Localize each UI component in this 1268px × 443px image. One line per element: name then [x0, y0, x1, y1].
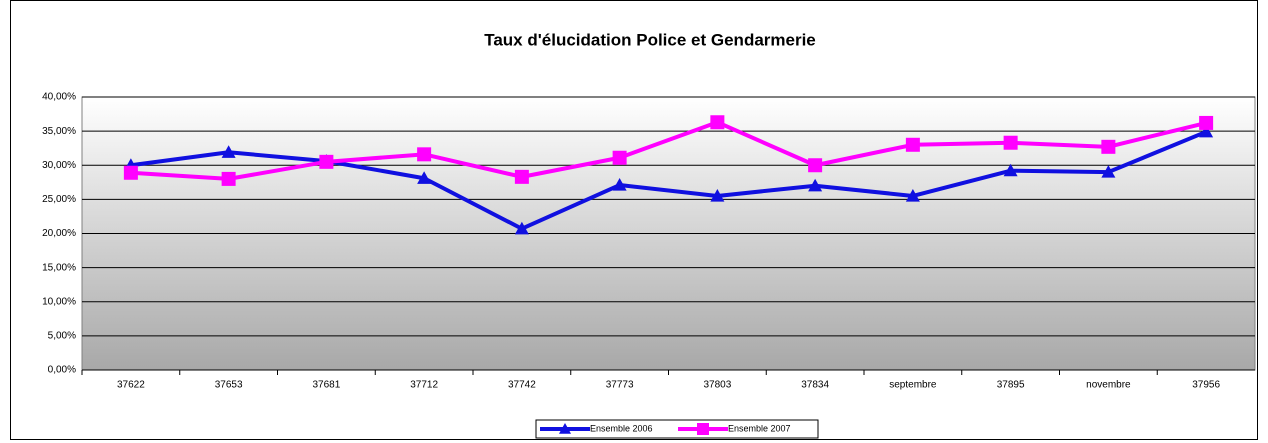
- x-tick-label: 37622: [117, 380, 145, 391]
- marker: [808, 178, 823, 192]
- marker: [123, 165, 138, 180]
- legend-box: [535, 419, 819, 439]
- legend-label: Ensemble 2007: [728, 423, 791, 433]
- y-tick-label: 25,00%: [42, 194, 76, 205]
- marker: [319, 154, 334, 169]
- marker: [221, 171, 236, 186]
- y-tick-label: 0,00%: [48, 365, 76, 376]
- y-tick-label: 40,00%: [42, 92, 76, 103]
- marker: [697, 423, 709, 435]
- marker: [612, 178, 627, 191]
- x-tick-label: 37895: [997, 380, 1025, 391]
- chart-title: Taux d'élucidation Police et Gendarmerie: [484, 30, 816, 49]
- x-tick-label: septembre: [889, 380, 937, 391]
- x-tick-label: 37834: [801, 380, 829, 391]
- x-tick-label: 37773: [606, 380, 634, 391]
- x-tick-label: 37956: [1192, 380, 1220, 391]
- x-tick-label: 37653: [215, 380, 243, 391]
- marker: [1003, 163, 1018, 177]
- marker: [514, 221, 529, 235]
- marker: [417, 147, 432, 162]
- y-tick-label: 10,00%: [42, 296, 76, 307]
- y-tick-label: 30,00%: [42, 160, 76, 171]
- marker: [905, 188, 920, 202]
- marker: [559, 423, 571, 434]
- marker: [808, 158, 823, 173]
- marker: [1101, 165, 1116, 178]
- marker: [417, 171, 432, 184]
- legend-label: Ensemble 2006: [590, 423, 653, 433]
- marker: [1101, 139, 1116, 154]
- x-tick-label: novembre: [1086, 380, 1131, 391]
- y-tick-label: 15,00%: [42, 262, 76, 273]
- x-tick-label: 37681: [312, 380, 340, 391]
- y-tick-label: 20,00%: [42, 228, 76, 239]
- marker: [1199, 124, 1214, 138]
- x-tick-label: 37742: [508, 380, 536, 391]
- marker: [1199, 115, 1214, 130]
- x-tick-label: 37803: [703, 380, 731, 391]
- marker: [1003, 135, 1018, 150]
- marker: [710, 188, 725, 202]
- marker: [221, 145, 236, 158]
- marker: [514, 169, 529, 184]
- marker: [905, 137, 920, 152]
- marker: [612, 150, 627, 165]
- series-line: [130, 120, 1207, 181]
- marker: [710, 115, 725, 130]
- y-tick-label: 35,00%: [42, 126, 76, 137]
- x-tick-label: 37712: [410, 380, 438, 391]
- series-line: [130, 129, 1207, 231]
- y-tick-label: 5,00%: [48, 331, 76, 342]
